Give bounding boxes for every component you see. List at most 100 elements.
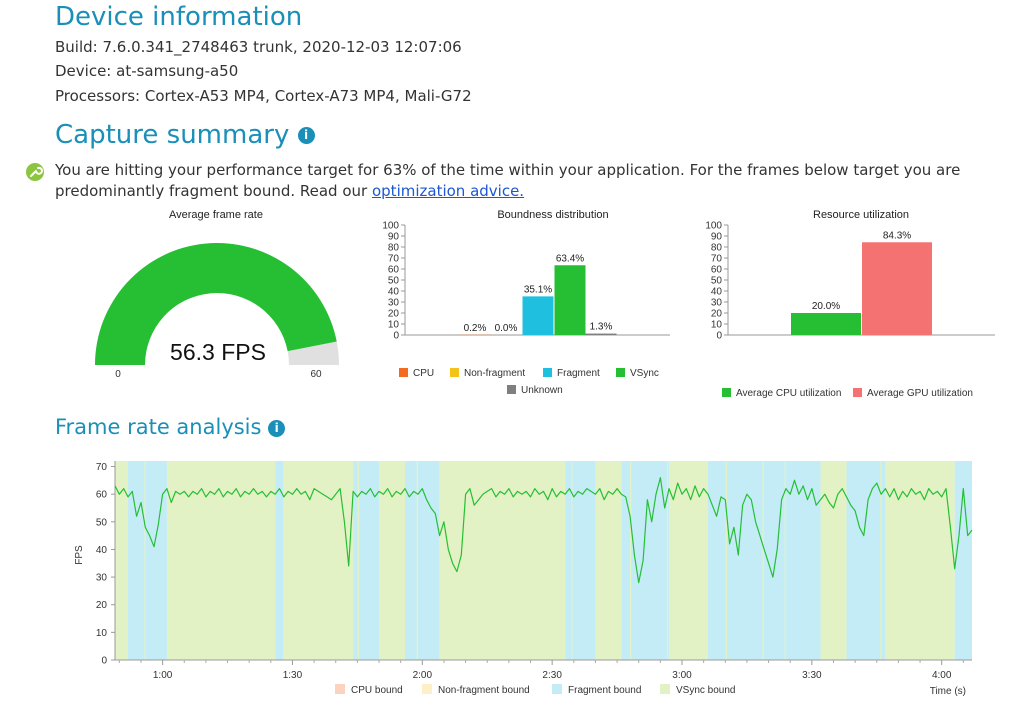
y-tick-label: 80 — [711, 243, 723, 254]
y-tick-label: 30 — [388, 298, 400, 309]
legend-swatch — [450, 368, 459, 377]
state-band — [820, 461, 847, 660]
bar-data-label: 20.0% — [812, 301, 840, 312]
legend-label: Average CPU utilization — [736, 388, 841, 399]
legend-label: VSync bound — [676, 685, 736, 696]
state-band — [127, 461, 141, 660]
device-text: Device: at-samsung-a50 — [55, 62, 239, 80]
y-tick-label: 60 — [96, 490, 108, 501]
state-stripe — [416, 461, 418, 660]
y-tick-label: 90 — [388, 232, 400, 243]
state-stripe — [880, 461, 882, 660]
y-tick-label: 30 — [96, 573, 108, 584]
x-tick-label: 1:00 — [153, 670, 173, 681]
processors-text: Processors: Cortex-A53 MP4, Cortex-A73 M… — [55, 87, 472, 105]
y-tick-label: 100 — [382, 221, 399, 232]
state-band — [707, 461, 821, 660]
bar-data-label: 0.0% — [495, 323, 518, 334]
y-tick-label: 90 — [711, 232, 723, 243]
y-tick-label: 0 — [716, 331, 722, 342]
y-tick-label: 50 — [96, 517, 108, 528]
x-tick-label: 2:30 — [542, 670, 562, 681]
state-stripe — [630, 461, 632, 660]
legend-label: VSync — [630, 368, 659, 379]
y-tick-label: 40 — [388, 287, 400, 298]
optimization-advice-link[interactable]: optimization advice. — [371, 182, 525, 200]
state-band — [166, 461, 276, 660]
state-band — [621, 461, 670, 660]
bar — [554, 265, 586, 335]
bar — [791, 313, 861, 335]
gauge-min-label: 0 — [115, 369, 121, 380]
bar — [522, 296, 554, 335]
legend-swatch — [399, 368, 408, 377]
summary-paragraph: You are hitting your performance target … — [55, 160, 995, 202]
y-tick-label: 80 — [388, 243, 400, 254]
y-tick-label: 100 — [705, 221, 722, 232]
state-band — [846, 461, 886, 660]
y-tick-label: 50 — [711, 276, 723, 287]
capture-summary-title: Capture summary — [55, 120, 290, 150]
timeline-xlabel: Time (s) — [930, 686, 966, 697]
state-band — [954, 461, 972, 660]
y-tick-label: 10 — [711, 320, 723, 331]
state-stripe — [725, 461, 727, 660]
legend-swatch — [616, 368, 625, 377]
boundness-title: Boundness distribution — [497, 209, 608, 221]
y-tick-label: 20 — [711, 309, 723, 320]
y-tick-label: 10 — [388, 320, 400, 331]
bar — [585, 333, 617, 335]
build-text: Build: 7.6.0.341_2748463 trunk, 2020-12-… — [55, 38, 462, 56]
timeline-ylabel: FPS — [74, 545, 85, 565]
y-tick-label: 20 — [96, 600, 108, 611]
y-tick-label: 70 — [711, 254, 723, 265]
wrench-icon — [26, 163, 44, 181]
state-band — [275, 461, 284, 660]
bar-data-label: 63.4% — [556, 253, 584, 264]
y-tick-label: 30 — [711, 298, 723, 309]
legend-swatch — [552, 684, 562, 694]
y-tick-label: 20 — [388, 309, 400, 320]
y-tick-label: 70 — [96, 462, 108, 473]
bar-data-label: 35.1% — [524, 284, 552, 295]
legend-swatch — [543, 368, 552, 377]
legend-swatch — [660, 684, 670, 694]
state-stripe — [357, 461, 360, 660]
resource-utilization-chart: Resource utilization 0102030405060708090… — [705, 209, 995, 399]
y-tick-label: 0 — [101, 656, 107, 667]
info-icon[interactable]: i — [297, 127, 315, 144]
y-tick-label: 60 — [388, 265, 400, 276]
average-frame-rate-gauge: Average frame rate 56.3 FPS 0 60 — [95, 209, 339, 380]
state-band — [115, 461, 128, 660]
y-tick-label: 0 — [393, 331, 399, 342]
info-icon[interactable]: i — [268, 419, 286, 437]
frame-rate-timeline-chart: 0 10 20 30 40 50 60 70 1:00 1:30 2:00 2:30 3:00 3:30 4… — [74, 461, 973, 697]
legend-swatch — [335, 684, 345, 694]
legend-swatch — [853, 388, 862, 397]
y-tick-label: 10 — [96, 628, 108, 639]
gauge-value-label: 56.3 FPS — [170, 339, 266, 365]
state-band — [404, 461, 440, 660]
state-stripe — [762, 461, 764, 660]
bar-data-label: 1.3% — [590, 322, 613, 333]
x-tick-label: 4:00 — [932, 670, 952, 681]
state-stripe — [666, 461, 669, 660]
legend-swatch — [722, 388, 731, 397]
gauge-max-label: 60 — [310, 369, 322, 380]
legend-label: Non-fragment — [464, 368, 525, 379]
frame-rate-analysis-title: Frame rate analysis — [55, 415, 262, 439]
gauge-fill — [95, 242, 337, 365]
y-tick-label: 40 — [711, 287, 723, 298]
x-tick-label: 1:30 — [283, 670, 303, 681]
y-tick-label: 40 — [96, 545, 108, 556]
y-tick-label: 60 — [711, 265, 723, 276]
state-band — [353, 461, 380, 660]
x-tick-label: 3:00 — [672, 670, 692, 681]
state-stripe — [784, 461, 786, 660]
device-info-heading: Device information — [55, 2, 303, 32]
state-stripe — [144, 461, 146, 660]
legend-label: CPU — [413, 368, 434, 379]
legend-swatch — [507, 385, 516, 394]
state-band — [439, 461, 566, 660]
resource-title: Resource utilization — [813, 209, 909, 221]
